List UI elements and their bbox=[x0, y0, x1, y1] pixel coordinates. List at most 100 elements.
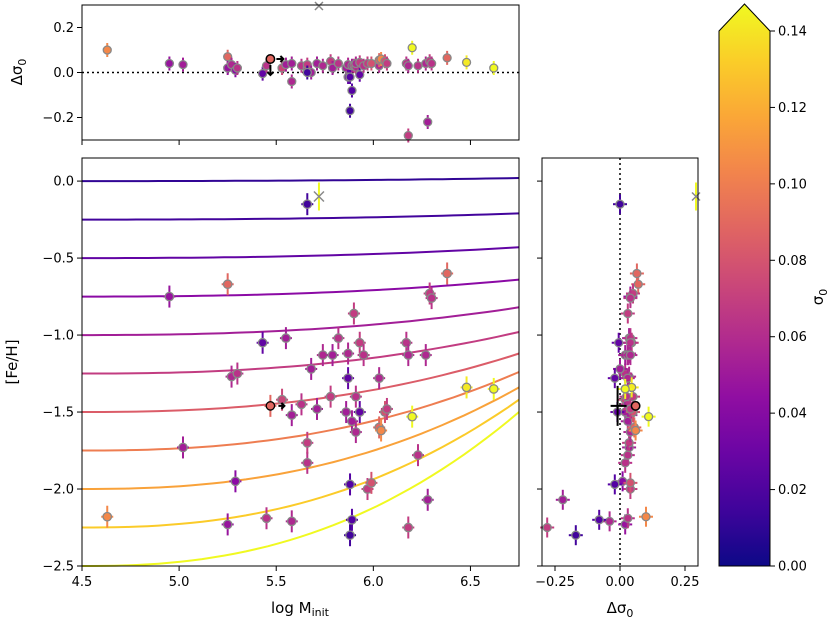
model-track bbox=[82, 246, 520, 260]
right-x-tick-label: −0.25 bbox=[535, 575, 575, 590]
right-point bbox=[615, 199, 625, 209]
cluster-point bbox=[426, 293, 437, 303]
cluster-point bbox=[358, 350, 369, 360]
right-x-ticks: −0.25 0.00 0.25 bbox=[535, 566, 699, 590]
delta-point bbox=[287, 58, 297, 69]
delta-point bbox=[318, 61, 328, 71]
main-x-ticks: 4.5 5.0 5.5 6.0 6.5 bbox=[72, 566, 481, 590]
main-x-axis-label-sub: init bbox=[312, 606, 330, 619]
colorbar-label-sub: 0 bbox=[817, 289, 830, 296]
colorbar-label: σ0 bbox=[809, 289, 830, 306]
colorbar-ticks: 0.00 0.02 0.04 0.06 0.08 0.10 0.12 0.14 bbox=[770, 25, 807, 575]
crossed-right-marker bbox=[691, 191, 701, 202]
colorbar-body bbox=[718, 3, 771, 567]
cluster-point bbox=[345, 530, 355, 541]
colorbar-tick-label: 0.02 bbox=[778, 483, 807, 498]
main-panel-frame bbox=[81, 157, 520, 567]
highlighted-right-point bbox=[630, 400, 641, 411]
delta-point bbox=[423, 117, 433, 127]
cluster-point bbox=[345, 479, 355, 490]
main-x-tick-label: 6.5 bbox=[460, 575, 481, 590]
cluster-point bbox=[382, 404, 392, 414]
right-point bbox=[624, 438, 634, 448]
right-point bbox=[610, 479, 620, 490]
cluster-point bbox=[302, 457, 313, 468]
highlighted-delta-point bbox=[265, 54, 276, 64]
right-point bbox=[625, 350, 636, 360]
right-y-ticks bbox=[537, 180, 542, 567]
crossed-delta-marker bbox=[314, 1, 324, 11]
cluster-point bbox=[302, 437, 313, 448]
delta-point bbox=[382, 58, 392, 69]
cluster-point bbox=[351, 427, 361, 437]
cluster-point bbox=[461, 382, 472, 393]
delta-point bbox=[461, 57, 472, 68]
delta-point bbox=[347, 85, 357, 96]
model-track bbox=[82, 177, 520, 183]
top-y-ticks: 0.2 0.0 −0.2 bbox=[42, 21, 82, 126]
cluster-point bbox=[286, 410, 297, 420]
cluster-point bbox=[374, 373, 385, 384]
cluster-point bbox=[222, 279, 233, 290]
cluster-point bbox=[403, 522, 414, 533]
main-plot-area bbox=[82, 177, 520, 567]
main-x-axis-label-main: log M bbox=[271, 599, 312, 617]
cluster-point bbox=[286, 516, 297, 527]
cluster-point bbox=[232, 368, 243, 379]
main-y-tick-label: −0.5 bbox=[42, 252, 74, 267]
model-track bbox=[82, 212, 520, 221]
top-y-tick-label: 0.2 bbox=[53, 21, 74, 36]
cluster-point bbox=[327, 350, 338, 360]
delta-point bbox=[302, 67, 312, 78]
right-point bbox=[614, 338, 624, 348]
cluster-point bbox=[347, 514, 357, 525]
colorbar: 0.00 0.02 0.04 0.06 0.08 0.10 0.12 0.14 σ0 bbox=[718, 3, 830, 575]
cluster-point bbox=[325, 391, 336, 402]
delta-sigma-panel: 0.2 0.0 −0.2 Δσ0 bbox=[8, 1, 520, 145]
main-y-tick-label: −1.5 bbox=[42, 406, 74, 421]
cluster-point bbox=[317, 350, 328, 360]
model-track bbox=[82, 411, 520, 567]
cluster-point bbox=[312, 404, 322, 414]
cluster-point bbox=[302, 199, 313, 210]
top-y-tick-label: 0.0 bbox=[53, 66, 74, 81]
main-x-tick-label: 4.5 bbox=[72, 575, 93, 590]
main-x-axis-label: log Minit bbox=[271, 599, 330, 619]
right-x-tick-label: 0.25 bbox=[671, 575, 700, 590]
cluster-point bbox=[296, 399, 307, 410]
delta-point bbox=[232, 63, 243, 73]
delta-point bbox=[164, 58, 175, 69]
colorbar-tick-label: 0.04 bbox=[778, 407, 807, 422]
cluster-point bbox=[488, 384, 499, 394]
right-x-axis-label-main: Δσ bbox=[607, 599, 627, 617]
right-plot-area bbox=[540, 158, 701, 566]
cluster-point bbox=[306, 364, 317, 374]
cluster-point bbox=[164, 291, 175, 302]
main-y-tick-label: 0.0 bbox=[53, 175, 74, 190]
right-point bbox=[615, 364, 625, 374]
model-track bbox=[82, 306, 520, 337]
cluster-point bbox=[349, 308, 359, 319]
right-point bbox=[633, 279, 643, 289]
main-x-tick-label: 5.0 bbox=[169, 575, 190, 590]
limit-arrow bbox=[278, 402, 286, 410]
delta-point bbox=[426, 58, 437, 69]
cluster-point bbox=[281, 333, 291, 343]
cluster-point bbox=[222, 519, 233, 530]
delta-point bbox=[366, 58, 377, 69]
cluster-point bbox=[407, 411, 418, 422]
model-track bbox=[82, 331, 520, 375]
right-point bbox=[621, 391, 632, 402]
top-y-axis-label-main: Δσ bbox=[8, 65, 26, 85]
right-point bbox=[604, 516, 615, 527]
main-y-axis-label: [Fe/H] bbox=[3, 339, 21, 384]
delta-point bbox=[413, 61, 423, 71]
cluster-point bbox=[257, 337, 268, 348]
right-point bbox=[620, 384, 630, 394]
cluster-point bbox=[442, 268, 452, 279]
delta-point bbox=[287, 76, 297, 87]
cluster-point bbox=[354, 407, 365, 417]
main-y-tick-label: −1.0 bbox=[42, 329, 74, 344]
delta-point bbox=[345, 106, 355, 116]
delta-point bbox=[442, 53, 452, 63]
